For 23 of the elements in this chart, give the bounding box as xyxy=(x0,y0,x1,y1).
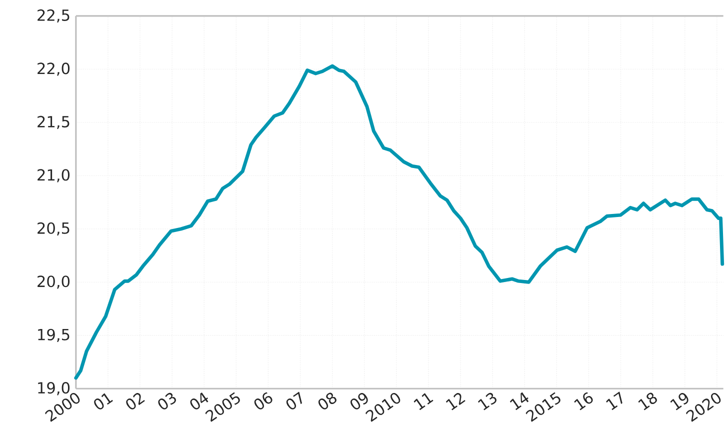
x-tick-label: 13 xyxy=(478,393,496,410)
y-tick-label: 20,0 xyxy=(38,276,70,289)
x-tick-label: 03 xyxy=(158,393,176,410)
y-tick-label: 22,5 xyxy=(38,10,70,23)
x-tick-label: 19 xyxy=(670,393,688,410)
x-tick-label: 06 xyxy=(254,392,272,410)
y-tick-label: 22,0 xyxy=(38,62,70,76)
x-tick-label: 16 xyxy=(574,392,593,410)
y-tick-label: 21,5 xyxy=(38,116,70,130)
x-tick-label: 02 xyxy=(126,393,145,410)
x-tick-label: 08 xyxy=(318,392,336,410)
y-tick-label: 20,5 xyxy=(38,222,70,236)
x-tick-label: 01 xyxy=(94,393,113,410)
x-tick-label: 17 xyxy=(606,392,622,410)
x-tick-label: 12 xyxy=(446,393,466,410)
line-series xyxy=(74,64,724,380)
y-tick-label: 21,0 xyxy=(38,169,70,182)
x-tick-label: 11 xyxy=(414,393,434,410)
x-tick-label: 18 xyxy=(638,392,657,410)
x-tick-label: 09 xyxy=(350,393,368,410)
y-tick-label: 19,5 xyxy=(38,329,70,342)
x-tick-label: 07 xyxy=(286,392,302,410)
y-tick-label: 19,0 xyxy=(38,382,70,396)
